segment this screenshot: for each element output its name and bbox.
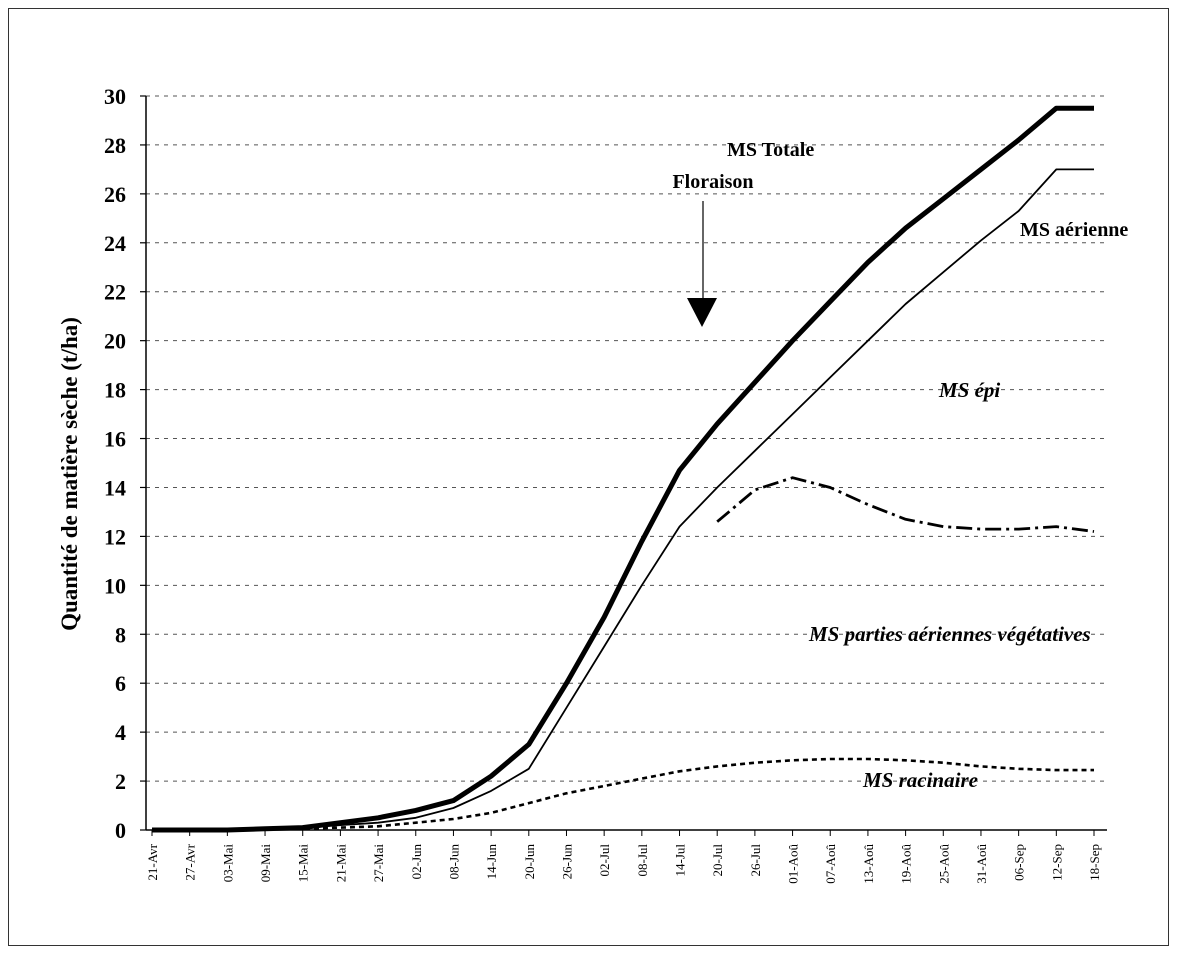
- x-tick-label-24: 12-Sep: [1049, 844, 1064, 881]
- x-tick-label-16: 26-Jul: [748, 844, 763, 877]
- x-tick-label-20: 19-Aoû: [899, 844, 914, 884]
- ms-totale-label: MS Totale: [727, 139, 814, 161]
- y-tick-label-28: 28: [104, 133, 126, 158]
- series-lines: [152, 105, 1095, 833]
- x-tick-label-21: 25-Aoû: [936, 844, 951, 884]
- y-axis-label: Quantité de matière sèche (t/ha): [57, 317, 82, 631]
- x-tick-label-11: 26-Jun: [559, 844, 574, 880]
- x-tick-label-15: 20-Jul: [710, 844, 725, 877]
- ms-aerienne-label: MS aérienne: [1020, 219, 1128, 241]
- series-line-3: [152, 757, 1094, 832]
- x-tick-label-18: 07-Aoû: [823, 844, 838, 884]
- x-tick-label-3: 09-Mai: [258, 844, 273, 883]
- floraison-label: Floraison: [672, 171, 753, 193]
- x-tick-label-9: 14-Jun: [484, 844, 499, 880]
- series-line-1: [152, 168, 1094, 831]
- grid-lines: [146, 95, 1107, 782]
- y-tick-label-26: 26: [104, 182, 126, 207]
- x-tick-label-13: 08-Jul: [635, 844, 650, 877]
- ms-epi-label: MS épi: [938, 378, 1000, 402]
- y-tick-label-22: 22: [104, 280, 126, 305]
- y-tick-label-10: 10: [104, 573, 126, 598]
- x-tick-label-17: 01-Aoû: [786, 844, 801, 884]
- y-tick-label-8: 8: [115, 622, 126, 647]
- x-tick-label-0: 21-Avr: [145, 843, 160, 880]
- y-tick-label-16: 16: [104, 427, 126, 452]
- x-tick-label-14: 14-Jul: [673, 844, 688, 877]
- chart-frame: 0 2 4 6 8 10 12 14 16 18 20 22 24 26 28 30 21-Avr 27-Avr…: [8, 8, 1169, 946]
- y-tick-label-12: 12: [104, 524, 126, 549]
- x-tick-label-8: 08-Jun: [446, 844, 461, 880]
- x-tick-label-5: 21-Mai: [333, 844, 348, 883]
- x-tick-label-19: 13-Aoû: [861, 844, 876, 884]
- x-tick-label-10: 20-Jun: [522, 844, 537, 880]
- x-tick-label-23: 06-Sep: [1012, 844, 1027, 881]
- ms-vegetatives-label: MS parties aériennes végétatives: [808, 622, 1091, 646]
- x-tick-label-4: 15-Mai: [296, 844, 311, 883]
- axes: [140, 95, 1107, 836]
- y-tick-label-30: 30: [104, 84, 126, 109]
- x-tick-label-1: 27-Avr: [183, 843, 198, 880]
- y-tick-label-20: 20: [104, 329, 126, 354]
- series-line-2: [716, 476, 1095, 533]
- x-tick-labels: 21-Avr 27-Avr 03-Mai 09-Mai 15-Mai 21-Mai 27-M…: [145, 843, 1102, 883]
- x-tick-label-7: 02-Jun: [409, 844, 424, 880]
- x-tick-label-6: 27-Mai: [371, 844, 386, 883]
- y-tick-label-4: 4: [115, 720, 126, 745]
- x-tick-label-2: 03-Mai: [220, 844, 235, 883]
- y-tick-label-14: 14: [104, 475, 126, 500]
- x-tick-label-22: 31-Aoû: [974, 844, 989, 884]
- y-tick-label-24: 24: [104, 231, 126, 256]
- series-line-0: [152, 105, 1094, 833]
- floraison-annotation: Floraison: [672, 171, 754, 327]
- y-tick-label-18: 18: [104, 378, 126, 403]
- y-tick-label-0: 0: [115, 818, 126, 843]
- y-tick-label-6: 6: [115, 671, 126, 696]
- ms-racinaire-label: MS racinaire: [862, 768, 978, 792]
- y-tick-label-2: 2: [115, 769, 126, 794]
- x-tick-label-12: 02-Jul: [597, 844, 612, 877]
- floraison-arrow-head: [687, 298, 717, 327]
- x-tick-label-25: 18-Sep: [1087, 844, 1102, 881]
